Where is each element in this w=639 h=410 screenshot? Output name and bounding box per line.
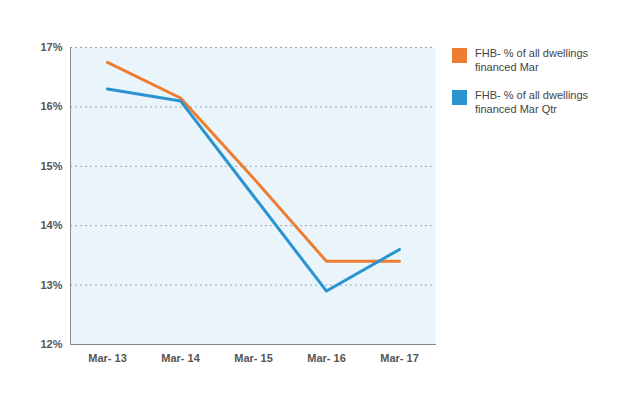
svg-text:15%: 15% [40,160,62,172]
svg-text:Mar- 17: Mar- 17 [380,352,419,364]
svg-text:Mar- 16: Mar- 16 [307,352,346,364]
svg-text:Mar- 14: Mar- 14 [161,352,200,364]
svg-text:13%: 13% [40,279,62,291]
svg-text:12%: 12% [40,338,62,350]
svg-text:Mar- 15: Mar- 15 [234,352,273,364]
html-text:FHB- % of all dwellings financ: FHB- % of all dwellings financed Mar [475,47,589,73]
svg-text:14%: 14% [40,219,62,231]
svg-text:Mar- 13: Mar- 13 [88,352,127,364]
html-text:FHB- % of all dwellings financ: FHB- % of all dwellings financed Mar Qtr [475,89,589,115]
svg-text:17%: 17% [40,41,62,53]
svg-text:16%: 16% [40,100,62,112]
